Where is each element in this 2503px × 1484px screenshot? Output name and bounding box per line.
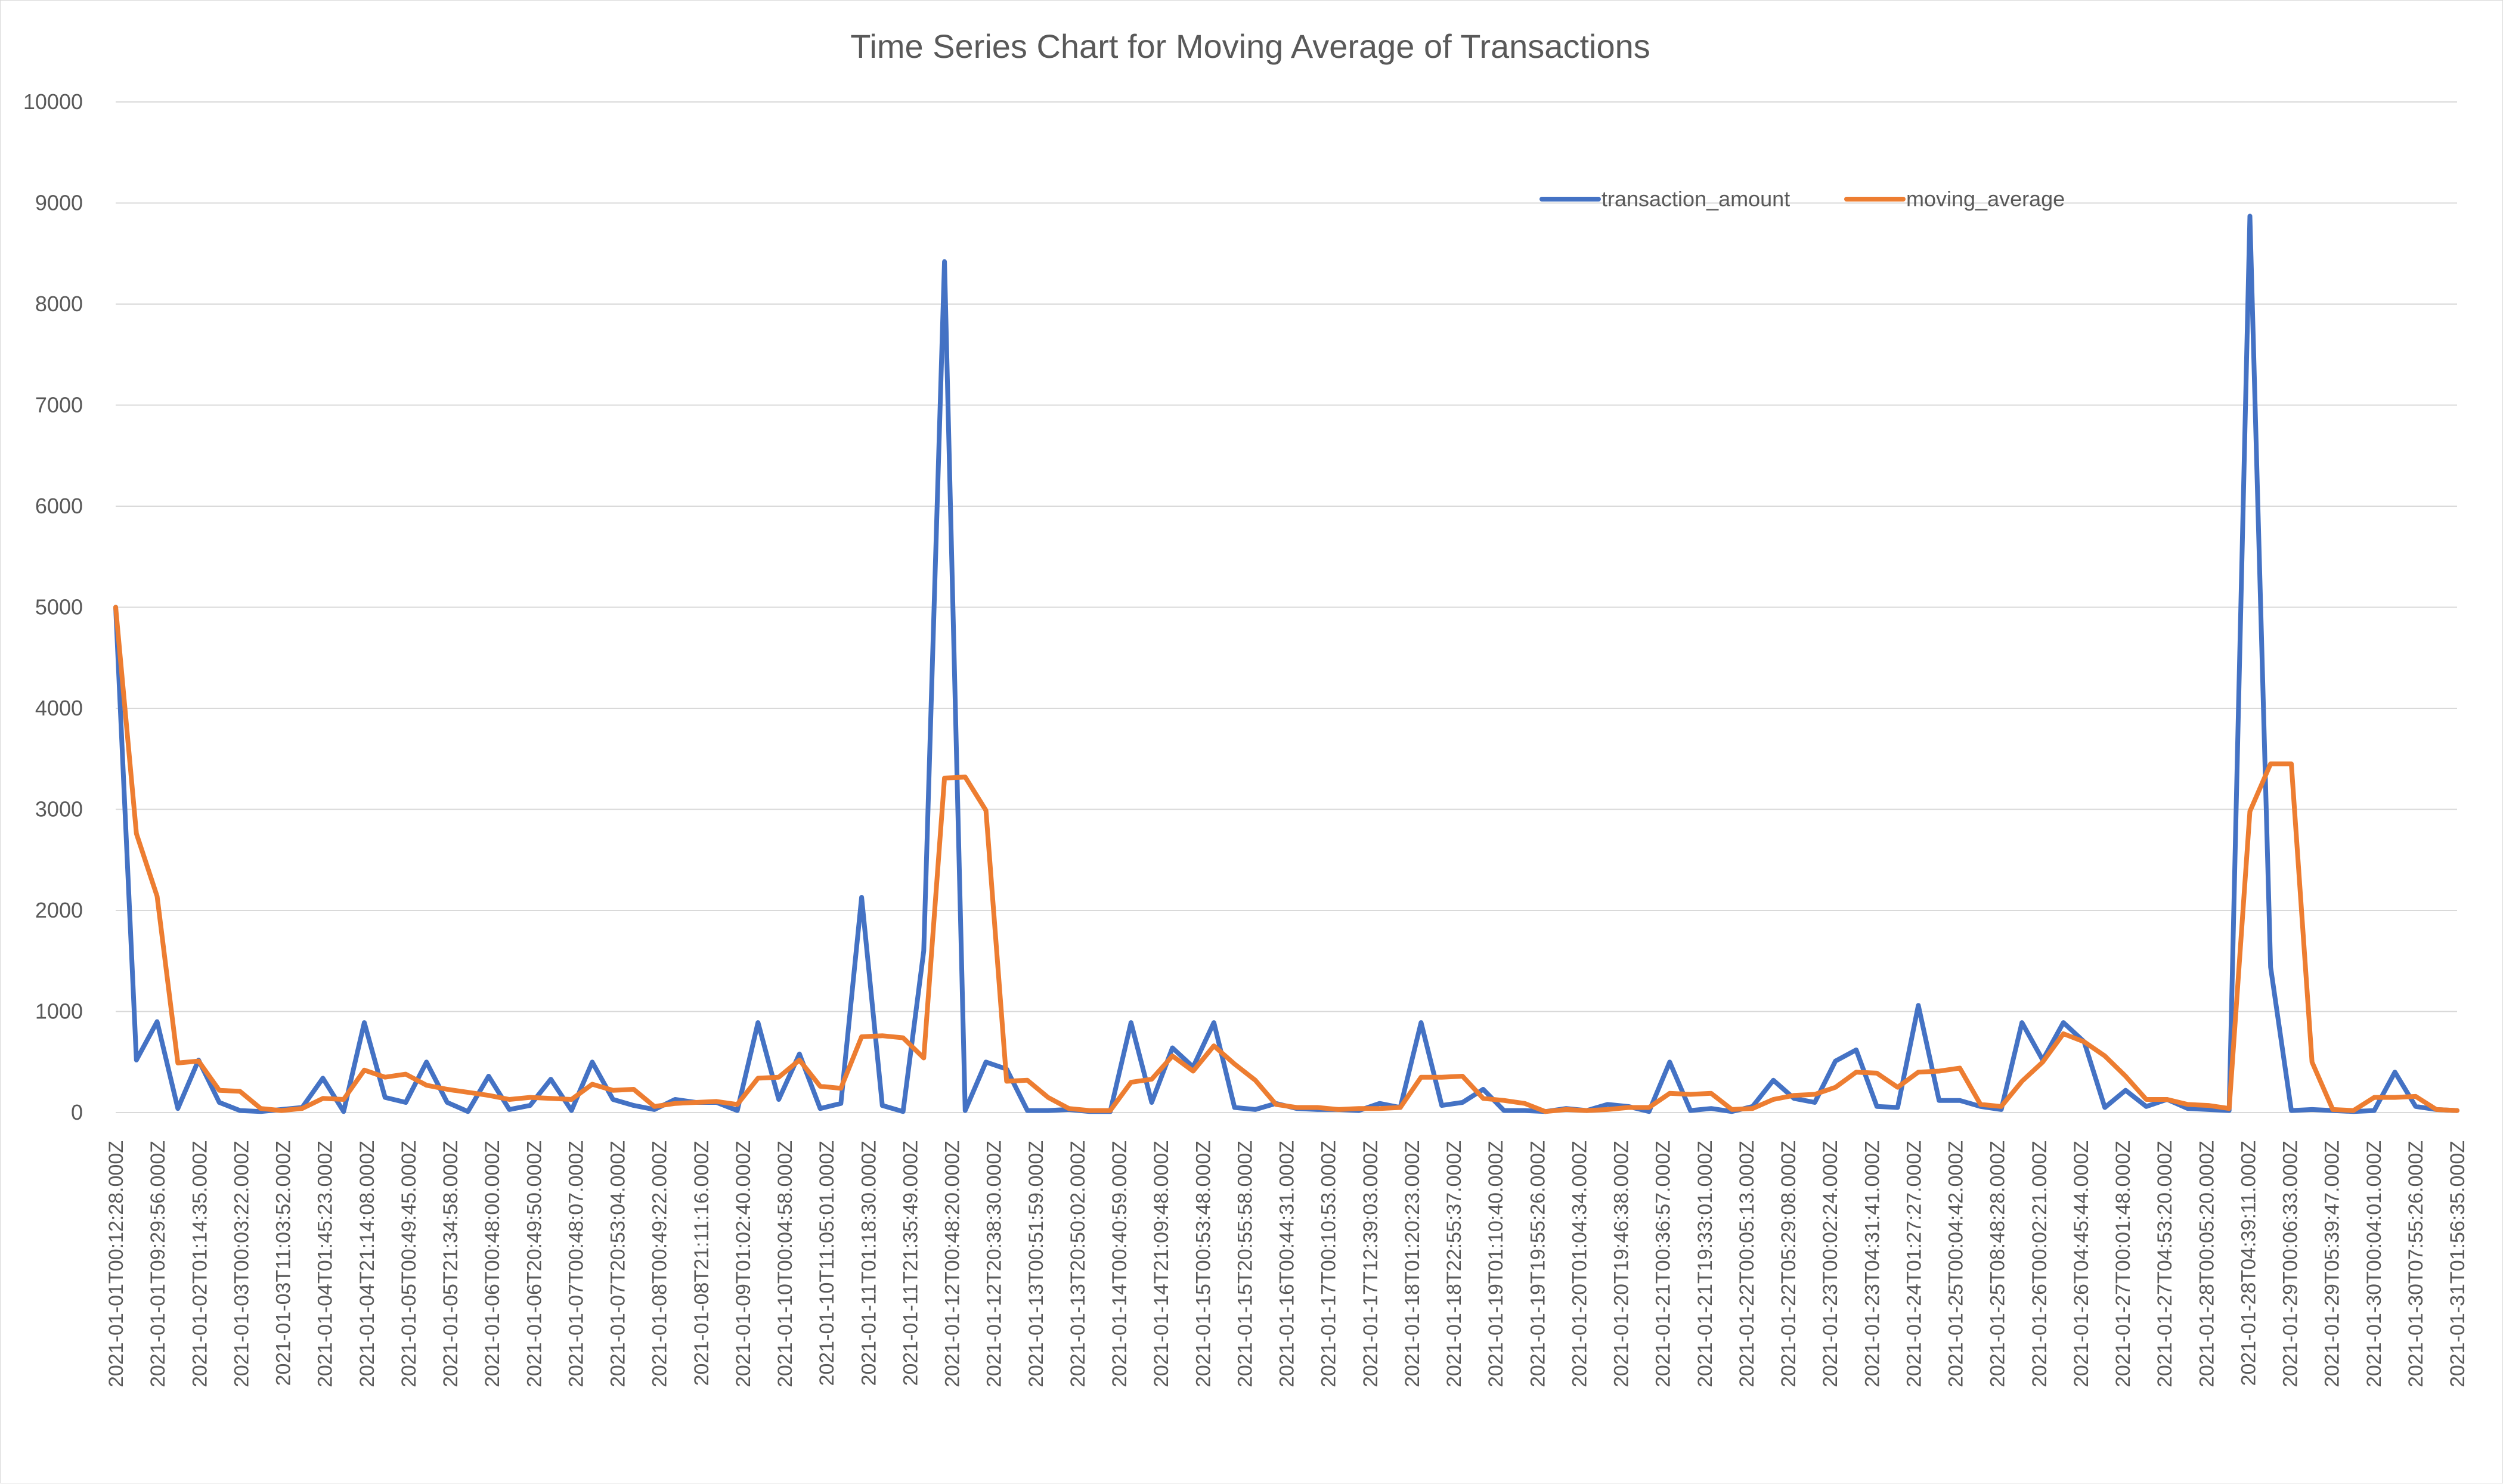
x-tick-label: 2021-01-28T00:05:20.000Z xyxy=(2195,1141,2218,1387)
x-tick-label: 2021-01-27T00:01:48.000Z xyxy=(2112,1141,2135,1387)
x-tick-label: 2021-01-18T22:55:37.000Z xyxy=(1443,1141,1466,1387)
y-axis-tick-labels: 0 1000 2000 3000 4000 5000 6000 7000 8000 9000 100… xyxy=(23,89,83,1124)
x-tick-label: 2021-01-30T07:55:26.000Z xyxy=(2405,1141,2427,1387)
y-tick-label: 1000 xyxy=(35,999,83,1024)
x-tick-label: 2021-01-03T00:03:22.000Z xyxy=(230,1141,253,1387)
x-tick-label: 2021-01-31T01:56:35.000Z xyxy=(2446,1141,2469,1387)
x-tick-label: 2021-01-21T00:36:57.000Z xyxy=(1652,1141,1675,1387)
x-tick-label: 2021-01-29T00:06:33.000Z xyxy=(2279,1141,2302,1387)
x-tick-label: 2021-01-19T01:10:40.000Z xyxy=(1485,1141,1507,1387)
x-tick-label: 2021-01-04T21:14:08.000Z xyxy=(356,1141,379,1387)
x-tick-label: 2021-01-01T00:12:28.000Z xyxy=(105,1141,128,1387)
x-tick-label: 2021-01-07T20:53:04.000Z xyxy=(607,1141,630,1387)
x-tick-label: 2021-01-03T11:03:52.000Z xyxy=(272,1141,295,1386)
y-tick-label: 6000 xyxy=(35,494,83,518)
x-tick-label: 2021-01-17T12:39:03.000Z xyxy=(1359,1141,1382,1387)
x-tick-label: 2021-01-28T04:39:11.000Z xyxy=(2237,1141,2260,1386)
legend-label-moving_average: moving_average xyxy=(1906,187,2065,211)
x-tick-label: 2021-01-30T00:04:01.000Z xyxy=(2363,1141,2386,1387)
x-tick-label: 2021-01-22T05:29:08.000Z xyxy=(1777,1141,1800,1387)
x-tick-label: 2021-01-07T00:48:07.000Z xyxy=(565,1141,587,1387)
x-tick-label: 2021-01-18T01:20:23.000Z xyxy=(1401,1141,1424,1387)
x-tick-label: 2021-01-05T21:34:58.000Z xyxy=(439,1141,462,1387)
y-tick-label: 8000 xyxy=(35,292,83,316)
x-tick-label: 2021-01-11T21:35:49.000Z xyxy=(899,1141,922,1386)
x-tick-label: 2021-01-15T20:55:58.000Z xyxy=(1234,1141,1256,1387)
x-tick-label: 2021-01-22T00:05:13.000Z xyxy=(1736,1141,1758,1387)
x-tick-label: 2021-01-20T19:46:38.000Z xyxy=(1610,1141,1633,1387)
gridlines xyxy=(116,101,2457,1113)
x-tick-label: 2021-01-09T01:02:40.000Z xyxy=(732,1141,755,1387)
y-tick-label: 7000 xyxy=(35,393,83,417)
y-tick-label: 3000 xyxy=(35,797,83,822)
x-tick-label: 2021-01-25T08:48:28.000Z xyxy=(1987,1141,2009,1387)
x-tick-label: 2021-01-13T20:50:02.000Z xyxy=(1067,1141,1089,1387)
chart-title: Time Series Chart for Moving Average of … xyxy=(850,27,1650,65)
y-tick-label: 9000 xyxy=(35,191,83,215)
x-tick-label: 2021-01-08T21:11:16.000Z xyxy=(690,1141,713,1386)
x-tick-label: 2021-01-25T00:04:42.000Z xyxy=(1945,1141,1968,1387)
x-tick-label: 2021-01-10T11:05:01.000Z xyxy=(816,1141,838,1386)
x-tick-label: 2021-01-06T20:49:50.000Z xyxy=(523,1141,546,1387)
y-tick-label: 4000 xyxy=(35,696,83,720)
x-tick-label: 2021-01-17T00:10:53.000Z xyxy=(1318,1141,1340,1387)
series-line-transaction_amount xyxy=(113,213,2459,1114)
x-tick-label: 2021-01-20T01:04:34.000Z xyxy=(1568,1141,1591,1387)
y-tick-label: 2000 xyxy=(35,898,83,922)
y-tick-label: 5000 xyxy=(35,595,83,619)
x-tick-label: 2021-01-10T00:04:58.000Z xyxy=(774,1141,797,1387)
x-tick-label: 2021-01-14T21:09:48.000Z xyxy=(1150,1141,1173,1387)
x-tick-label: 2021-01-26T00:02:21.000Z xyxy=(2028,1141,2051,1387)
x-tick-label: 2021-01-16T00:44:31.000Z xyxy=(1276,1141,1299,1387)
x-tick-label: 2021-01-26T04:45:44.000Z xyxy=(2070,1141,2093,1387)
series-line-moving_average xyxy=(113,605,2459,1114)
x-tick-label: 2021-01-19T19:55:26.000Z xyxy=(1526,1141,1549,1387)
x-tick-label: 2021-01-02T01:14:35.000Z xyxy=(188,1141,211,1387)
y-tick-label: 0 xyxy=(71,1100,83,1124)
y-tick-label: 10000 xyxy=(23,89,83,114)
x-tick-label: 2021-01-05T00:49:45.000Z xyxy=(398,1141,420,1387)
x-tick-label: 2021-01-27T04:53:20.000Z xyxy=(2154,1141,2176,1387)
legend: transaction_amount moving_average xyxy=(1539,187,2065,211)
series-lines xyxy=(113,213,2459,1114)
x-tick-label: 2021-01-11T01:18:30.000Z xyxy=(857,1141,880,1386)
x-tick-label: 2021-01-24T01:27:27.000Z xyxy=(1903,1141,1925,1387)
legend-label-transaction_amount: transaction_amount xyxy=(1601,187,1790,211)
x-tick-label: 2021-01-12T00:48:20.000Z xyxy=(941,1141,964,1387)
x-tick-label: 2021-01-23T00:02:24.000Z xyxy=(1819,1141,1842,1387)
x-tick-label: 2021-01-13T00:51:59.000Z xyxy=(1025,1141,1048,1387)
x-tick-label: 2021-01-29T05:39:47.000Z xyxy=(2321,1141,2344,1387)
x-tick-label: 2021-01-23T04:31:41.000Z xyxy=(1861,1141,1884,1387)
x-tick-label: 2021-01-12T20:38:30.000Z xyxy=(983,1141,1006,1387)
x-tick-label: 2021-01-21T19:33:01.000Z xyxy=(1694,1141,1717,1387)
x-tick-label: 2021-01-06T00:48:00.000Z xyxy=(481,1141,504,1387)
x-tick-label: 2021-01-01T09:29:56.000Z xyxy=(147,1141,169,1387)
x-tick-label: 2021-01-15T00:53:48.000Z xyxy=(1192,1141,1215,1387)
x-tick-label: 2021-01-08T00:49:22.000Z xyxy=(649,1141,671,1387)
x-axis-tick-labels: 2021-01-01T00:12:28.000Z 2021-01-01T09:29… xyxy=(105,1141,2469,1387)
x-tick-label: 2021-01-04T01:45:23.000Z xyxy=(314,1141,337,1387)
x-tick-label: 2021-01-14T00:40:59.000Z xyxy=(1108,1141,1131,1387)
